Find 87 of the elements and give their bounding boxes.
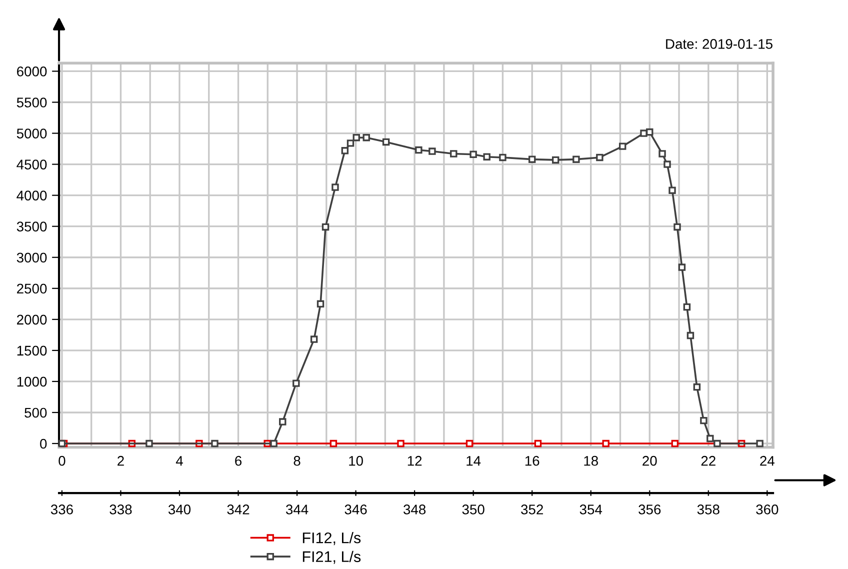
- x2-tick-label: 354: [580, 504, 602, 514]
- point: [693, 383, 701, 391]
- point: [310, 336, 318, 343]
- point: [146, 440, 153, 448]
- point: [674, 223, 681, 231]
- point: [686, 332, 694, 340]
- point: [552, 156, 560, 164]
- y-tick-label: 1000: [17, 376, 47, 387]
- point: [279, 418, 286, 426]
- point: [415, 146, 422, 154]
- x2-tick-label: 344: [286, 504, 308, 514]
- x-tick-label: 16: [525, 456, 540, 466]
- x-tick-label: 6: [235, 456, 242, 466]
- x-tick-label: 24: [760, 456, 774, 466]
- point: [646, 128, 654, 136]
- y-tick-label: 2500: [17, 284, 47, 294]
- x2-tick-label: 360: [756, 504, 778, 514]
- point: [572, 156, 580, 163]
- x2-tick-label: 340: [168, 504, 191, 514]
- point: [330, 440, 338, 448]
- point: [346, 140, 354, 147]
- point: [700, 416, 708, 424]
- x-tick-label: 22: [701, 456, 716, 466]
- x-tick-label: 10: [349, 456, 363, 466]
- point: [450, 150, 458, 158]
- point: [466, 440, 474, 448]
- y-tick-label: 4500: [16, 160, 47, 170]
- point: [382, 138, 390, 146]
- point: [658, 150, 666, 158]
- point: [428, 148, 436, 155]
- point: [362, 134, 370, 142]
- point: [499, 154, 506, 162]
- point: [714, 440, 721, 448]
- y-tick-label: 3500: [16, 222, 47, 232]
- x2-tick-label: 358: [697, 504, 720, 514]
- y-tick-label: 6000: [17, 66, 47, 76]
- point: [528, 156, 536, 163]
- y-tick-label: 500: [24, 408, 47, 418]
- y-tick-label: 0: [40, 438, 47, 449]
- x2-tick-label: 348: [404, 504, 426, 514]
- point: [397, 440, 404, 448]
- y-tick-label: 3000: [16, 252, 47, 263]
- y-tick-label: 1500: [17, 346, 47, 356]
- x-tick-label: 20: [642, 456, 657, 466]
- x2-tick-label: 346: [344, 504, 367, 514]
- x2-tick-label: 356: [638, 504, 661, 514]
- point: [483, 153, 490, 160]
- point: [332, 184, 339, 191]
- point: [664, 160, 671, 168]
- y-tick-label: 2000: [17, 314, 47, 325]
- x-tick-label: 2: [118, 456, 124, 466]
- point: [671, 440, 679, 448]
- point: [211, 440, 218, 448]
- point: [683, 303, 691, 311]
- legend-label: FI21, L/s: [302, 550, 361, 564]
- text: Date: 2019-01-15: [666, 39, 772, 49]
- x2-tick-label: 336: [50, 504, 73, 514]
- point: [596, 154, 604, 162]
- x-tick-label: 18: [584, 456, 598, 466]
- legend-label: FI12, L/s: [302, 532, 361, 546]
- x-tick-label: 0: [58, 456, 66, 466]
- point: [640, 130, 648, 137]
- x2-tick-label: 352: [521, 504, 543, 514]
- x2-tick-label: 342: [227, 504, 250, 514]
- point: [756, 440, 764, 448]
- point: [352, 134, 360, 142]
- point: [602, 440, 610, 448]
- x-tick-label: 12: [408, 456, 422, 466]
- x-tick-label: 8: [294, 456, 300, 466]
- y-tick-label: 4000: [16, 190, 47, 200]
- x2-tick-label: 350: [462, 504, 484, 514]
- point: [678, 264, 686, 271]
- point: [470, 150, 477, 158]
- point: [668, 186, 676, 194]
- x-tick-label: 4: [176, 456, 183, 466]
- point: [322, 223, 330, 231]
- x2-tick-label: 338: [110, 504, 132, 514]
- point: [706, 434, 714, 442]
- point: [316, 300, 324, 308]
- point: [292, 380, 300, 387]
- point: [270, 440, 278, 448]
- y-tick-label: 5500: [16, 98, 47, 108]
- y-tick-label: 5000: [16, 128, 47, 138]
- point: [341, 147, 349, 154]
- point: [618, 142, 626, 150]
- x-tick-label: 14: [466, 456, 481, 466]
- point: [534, 440, 542, 448]
